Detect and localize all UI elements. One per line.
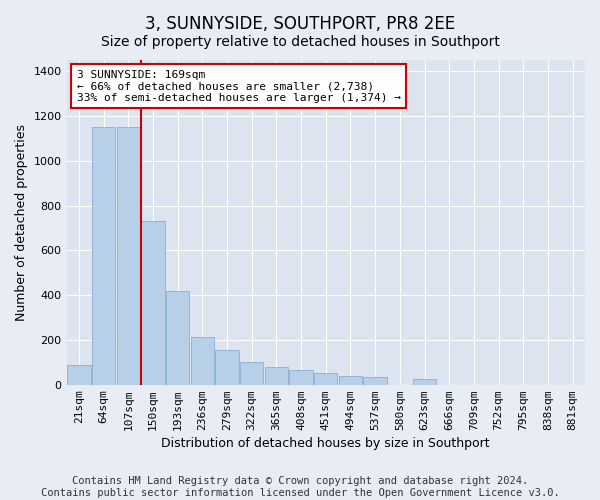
Text: Size of property relative to detached houses in Southport: Size of property relative to detached ho… (101, 35, 499, 49)
Bar (215, 350, 239, 384)
X-axis label: Distribution of detached houses by size in Southport: Distribution of detached houses by size … (161, 437, 490, 450)
Y-axis label: Number of detached properties: Number of detached properties (15, 124, 28, 321)
Bar (339, 376, 362, 384)
Bar (92, 127, 115, 384)
Bar (265, 367, 288, 384)
Text: 3 SUNNYSIDE: 169sqm
← 66% of detached houses are smaller (2,738)
33% of semi-det: 3 SUNNYSIDE: 169sqm ← 66% of detached ho… (77, 70, 401, 103)
Text: 3, SUNNYSIDE, SOUTHPORT, PR8 2EE: 3, SUNNYSIDE, SOUTHPORT, PR8 2EE (145, 15, 455, 33)
Bar (413, 379, 436, 384)
Bar (141, 221, 164, 384)
Bar (314, 374, 337, 384)
Bar (67, 364, 91, 384)
Bar (364, 377, 387, 384)
Bar (240, 362, 263, 384)
Bar (166, 290, 190, 384)
Bar (116, 127, 140, 384)
Bar (289, 370, 313, 384)
Text: Contains HM Land Registry data © Crown copyright and database right 2024.
Contai: Contains HM Land Registry data © Crown c… (41, 476, 559, 498)
Bar (191, 336, 214, 384)
